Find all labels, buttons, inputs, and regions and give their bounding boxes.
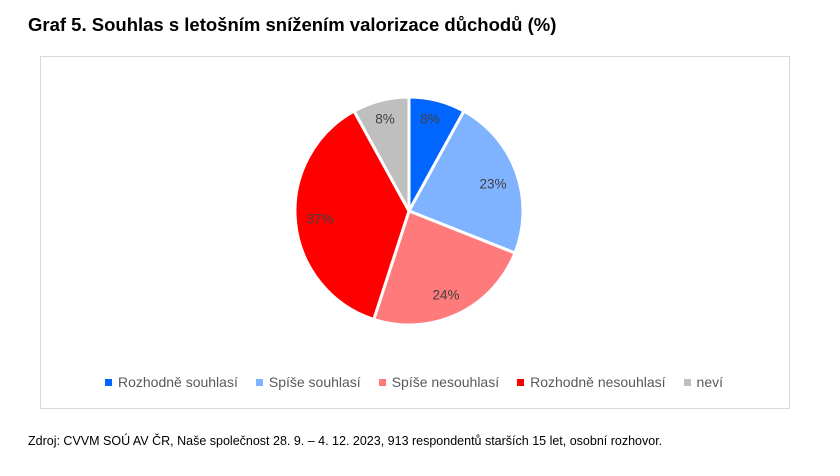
legend-item: Rozhodně souhlasí xyxy=(104,374,238,390)
legend-swatch xyxy=(517,378,525,386)
slice-label: 8% xyxy=(420,112,440,127)
chart-title: Graf 5. Souhlas s letošním snížením valo… xyxy=(28,14,557,35)
pie-slice xyxy=(352,95,411,213)
legend-swatch xyxy=(683,378,691,386)
chart-area xyxy=(40,56,790,409)
slice-label: 37% xyxy=(306,212,333,227)
legend-label: Rozhodně souhlasí xyxy=(117,374,238,390)
legend: Rozhodně souhlasí Spíše souhlasí Spíše nes… xyxy=(44,374,784,390)
pie-slice xyxy=(372,209,517,327)
legend-item: Spíše souhlasí xyxy=(255,374,361,390)
legend-label: neví xyxy=(696,374,724,390)
legend-label: Spíše nesouhlasí xyxy=(391,374,500,390)
slice-label: 8% xyxy=(375,112,395,127)
pie-slice xyxy=(407,109,525,255)
slice-label: 24% xyxy=(432,288,459,303)
legend-item: neví xyxy=(683,374,724,390)
legend-swatch xyxy=(378,378,386,386)
legend-label: Spíše souhlasí xyxy=(268,374,361,390)
pie-slice xyxy=(293,109,411,321)
legend-item: Spíše nesouhlasí xyxy=(378,374,500,390)
legend-label: Rozhodně nesouhlasí xyxy=(530,374,666,390)
legend-item: Rozhodně nesouhlasí xyxy=(517,374,666,390)
slice-label: 23% xyxy=(479,177,506,192)
source-note: Zdroj: CVVM SOÚ AV ČR, Naše společnost 2… xyxy=(28,434,663,448)
legend-swatch xyxy=(104,378,112,386)
legend-swatch xyxy=(255,378,263,386)
